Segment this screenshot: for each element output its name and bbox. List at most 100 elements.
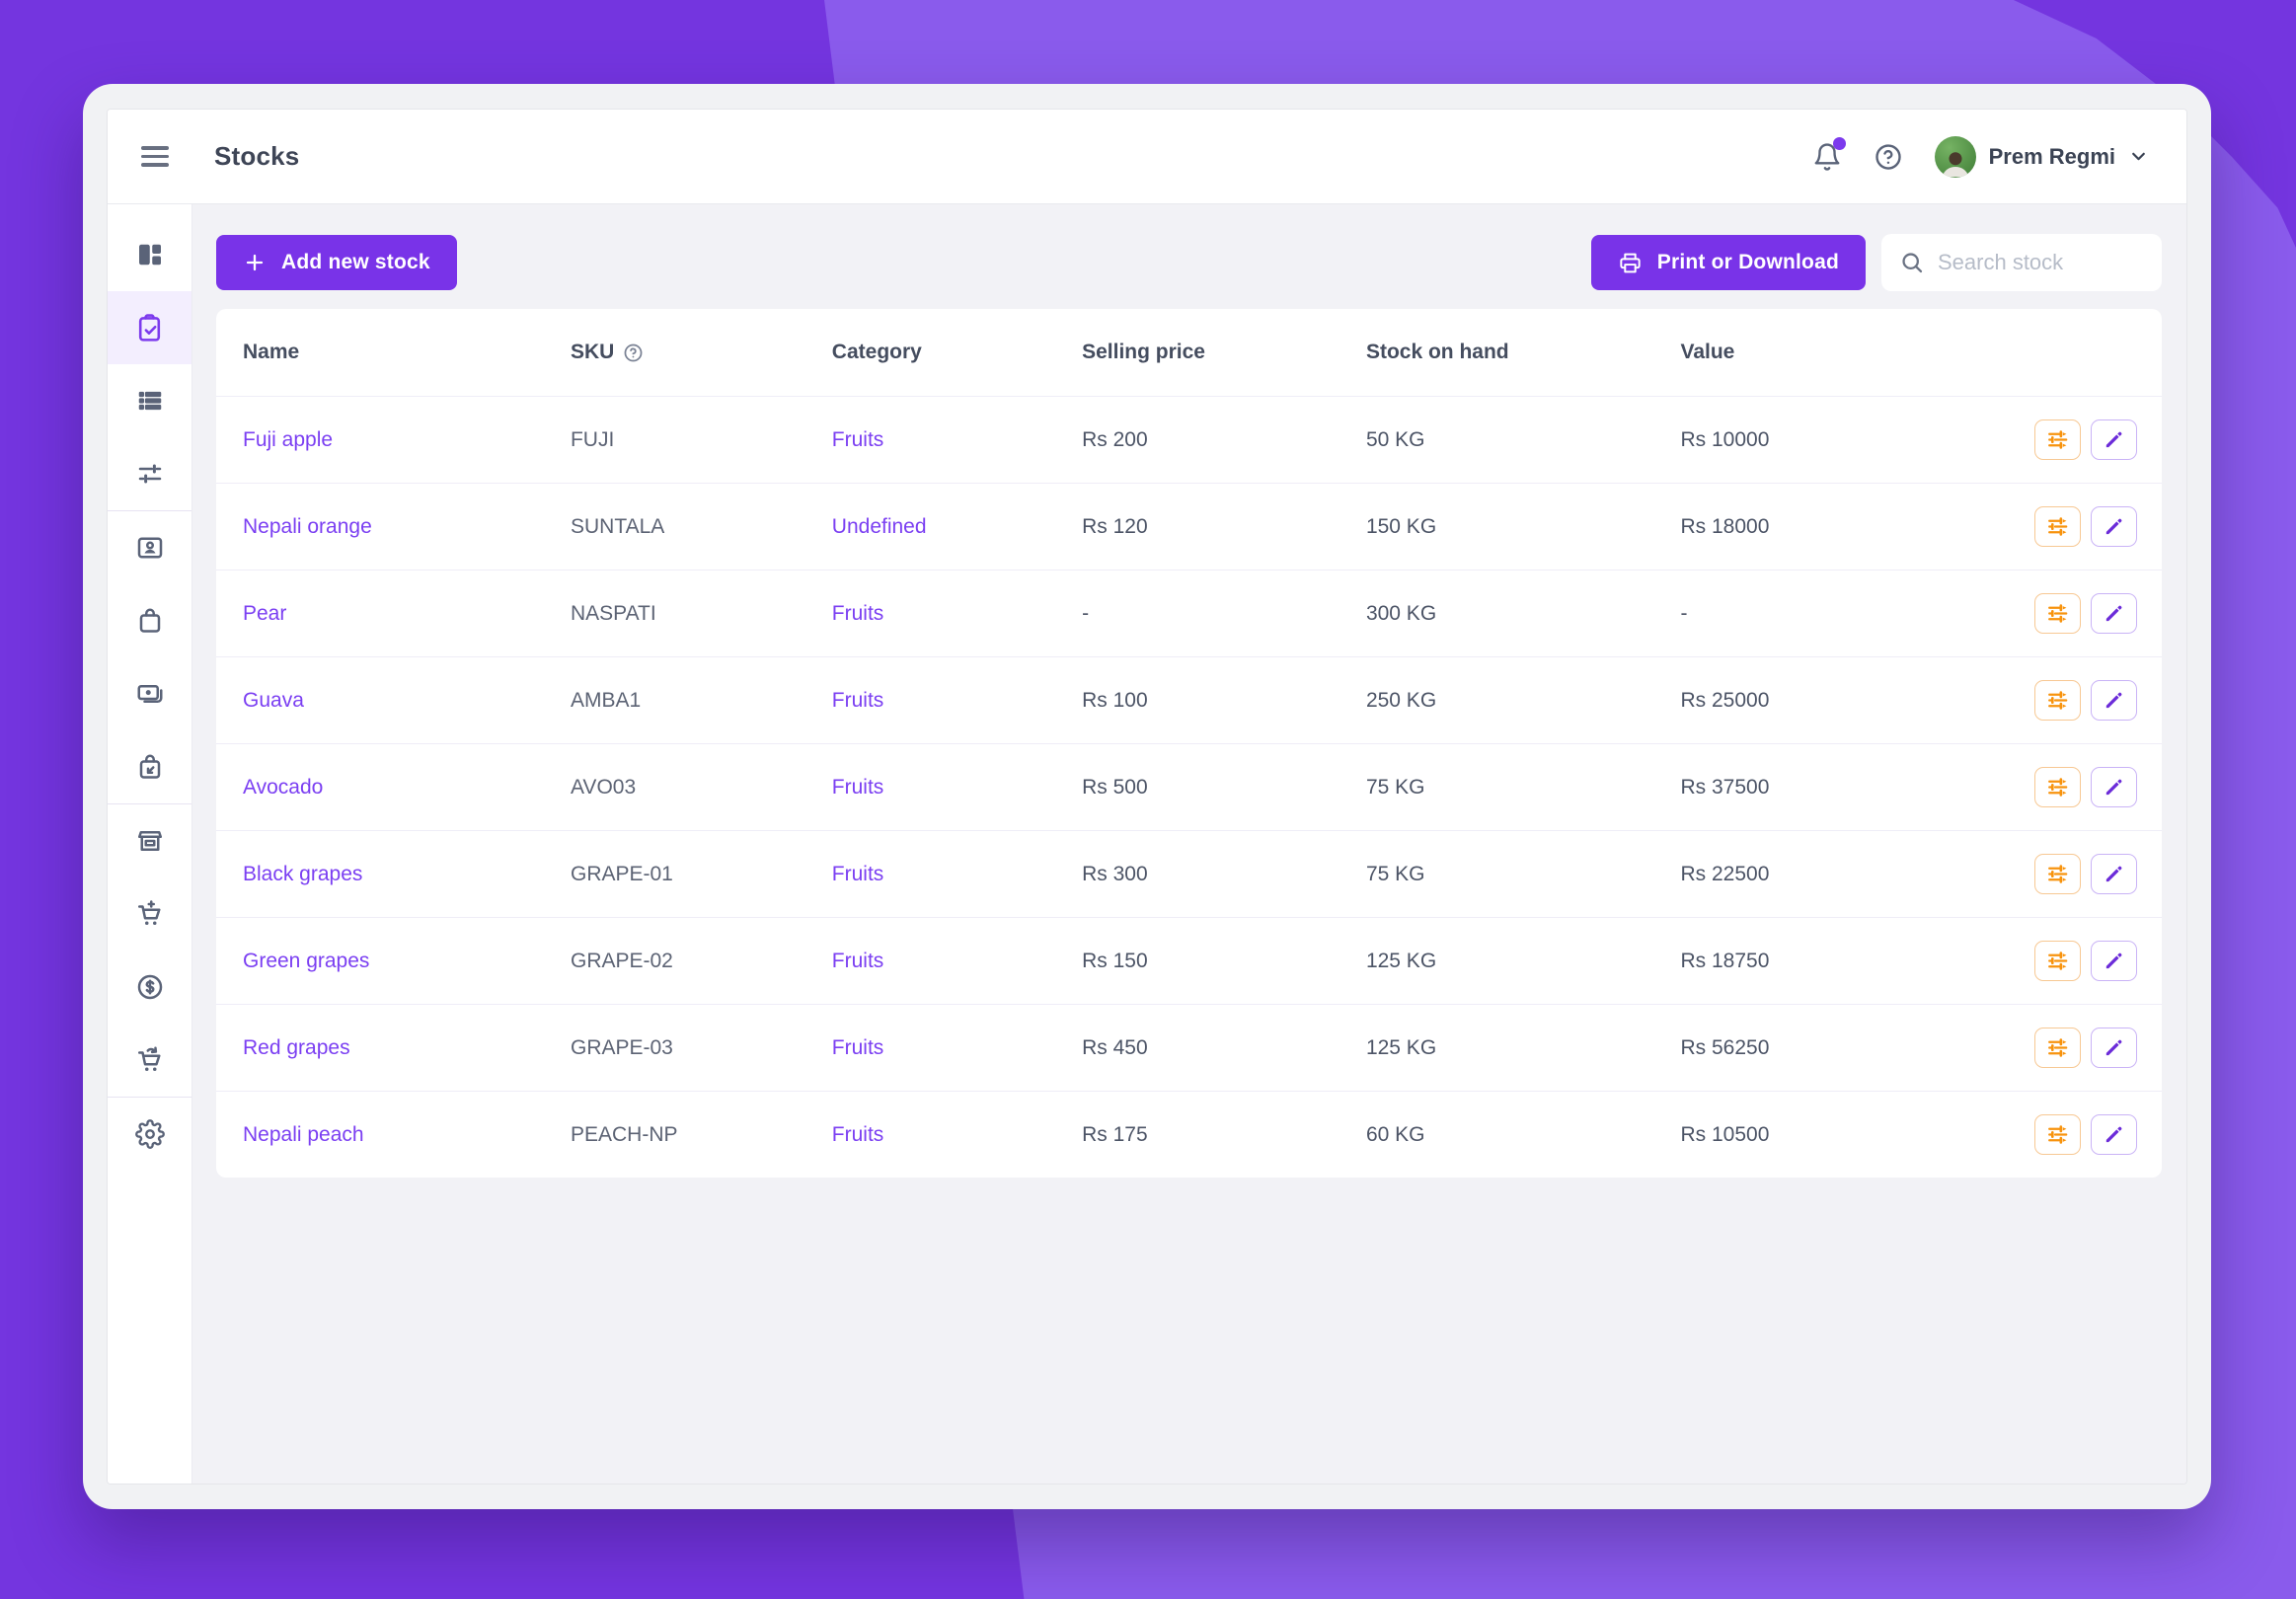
adjust-stock-button[interactable]: [2034, 506, 2081, 547]
stock-name-link[interactable]: Red grapes: [243, 1035, 350, 1059]
edit-pencil-icon: [2105, 866, 2122, 882]
edit-stock-button[interactable]: [2091, 680, 2137, 721]
stock-name-link[interactable]: Fuji apple: [243, 427, 334, 451]
edit-stock-button[interactable]: [2091, 593, 2137, 634]
stock-selling-price: Rs 450: [1082, 1035, 1148, 1059]
sidebar-item-storefront[interactable]: [108, 804, 191, 877]
printer-icon: [1620, 253, 1641, 272]
help-circle-icon: [1875, 143, 1901, 170]
cash-banknote-icon: [137, 685, 162, 703]
notifications-button[interactable]: [1812, 136, 1846, 172]
adjust-stock-button[interactable]: [2034, 1114, 2081, 1155]
edit-stock-button[interactable]: [2091, 1114, 2137, 1155]
stock-name-link[interactable]: Guava: [243, 688, 304, 712]
edit-stock-button[interactable]: [2091, 506, 2137, 547]
search-icon: [1902, 253, 1923, 273]
stock-value: Rs 56250: [1680, 1035, 1770, 1059]
sidebar-item-settings[interactable]: [108, 1098, 191, 1171]
sidebar-item-cart-add[interactable]: [108, 877, 191, 951]
stock-sku: GRAPE-03: [570, 1035, 673, 1059]
stock-category-link[interactable]: Fruits: [831, 1035, 884, 1059]
stock-sku: NASPATI: [570, 601, 656, 625]
user-name: Prem Regmi: [1988, 143, 2115, 169]
adjust-stock-button[interactable]: [2034, 419, 2081, 460]
sidebar-item-stocks[interactable]: [108, 291, 191, 364]
contacts-card-icon: [137, 537, 162, 559]
help-button[interactable]: [1874, 142, 1903, 172]
adjust-stock-button[interactable]: [2034, 854, 2081, 894]
page-title: Stocks: [214, 141, 300, 171]
stock-category-link[interactable]: Undefined: [831, 514, 927, 538]
user-menu[interactable]: Prem Regmi: [1934, 135, 2149, 178]
column-header-value: Value: [1680, 341, 1735, 363]
edit-pencil-icon: [2105, 518, 2122, 535]
adjust-stock-button[interactable]: [2034, 1028, 2081, 1068]
sidebar-divider: [108, 510, 191, 511]
edit-stock-button[interactable]: [2091, 767, 2137, 807]
toolbar: Add new stock Print or Download: [216, 234, 2162, 291]
add-new-stock-button[interactable]: Add new stock: [216, 235, 457, 290]
table-row: Nepali orange SUNTALA Undefined Rs 120 1…: [216, 483, 2162, 570]
edit-stock-button[interactable]: [2091, 941, 2137, 981]
notification-dot: [1832, 136, 1846, 150]
edit-stock-button[interactable]: [2091, 854, 2137, 894]
search-input[interactable]: [1938, 250, 2144, 275]
sidebar-item-purchases-bag[interactable]: [108, 584, 191, 657]
stock-on-hand: 60 KG: [1365, 1122, 1425, 1146]
edit-stock-button[interactable]: [2091, 1028, 2137, 1068]
sidebar-item-finance[interactable]: [108, 951, 191, 1024]
sidebar-item-contacts[interactable]: [108, 511, 191, 584]
stock-name-link[interactable]: Avocado: [243, 775, 324, 799]
stock-value: Rs 18000: [1680, 514, 1770, 538]
sidebar-item-bag-report[interactable]: [108, 730, 191, 803]
adjust-stock-button[interactable]: [2034, 767, 2081, 807]
stock-name-link[interactable]: Nepali orange: [243, 514, 372, 538]
row-actions: [1987, 593, 2137, 634]
sidebar-item-dashboard[interactable]: [108, 218, 191, 291]
stock-category-link[interactable]: Fruits: [831, 601, 884, 625]
stock-category-link[interactable]: Fruits: [831, 688, 884, 712]
stock-value: -: [1680, 601, 1688, 625]
avatar-silhouette: [1942, 151, 1969, 177]
adjust-stock-button[interactable]: [2034, 680, 2081, 721]
hamburger-menu-icon[interactable]: [141, 146, 169, 167]
stock-name-link[interactable]: Black grapes: [243, 862, 363, 885]
adjust-stock-button[interactable]: [2034, 941, 2081, 981]
top-bar: Stocks: [108, 110, 2186, 204]
stock-name-link[interactable]: Pear: [243, 601, 287, 625]
edit-stock-button[interactable]: [2091, 419, 2137, 460]
sidebar-item-items-list[interactable]: [108, 364, 191, 437]
table-row: Nepali peach PEACH-NP Fruits Rs 175 60 K…: [216, 1091, 2162, 1178]
stock-selling-price: Rs 300: [1082, 862, 1148, 885]
stocks-clipboard-check-icon: [138, 313, 161, 342]
row-actions: [1987, 854, 2137, 894]
adjust-sliders-icon: [2048, 952, 2068, 970]
search-box: [1881, 234, 2162, 291]
stock-on-hand: 125 KG: [1365, 949, 1437, 972]
stock-sku: FUJI: [570, 427, 615, 451]
stock-on-hand: 300 KG: [1365, 601, 1437, 625]
sidebar-item-cart-return[interactable]: [108, 1024, 191, 1097]
adjust-stock-button[interactable]: [2034, 593, 2081, 634]
print-or-download-button[interactable]: Print or Download: [1590, 235, 1866, 290]
stock-selling-price: Rs 120: [1082, 514, 1148, 538]
stock-name-link[interactable]: Green grapes: [243, 949, 370, 972]
bell-icon: [1814, 142, 1840, 171]
stock-value: Rs 10500: [1680, 1122, 1770, 1146]
sidebar-item-adjustments[interactable]: [108, 437, 191, 510]
sku-help-circle-icon[interactable]: [623, 343, 644, 363]
stock-category-link[interactable]: Fruits: [831, 1122, 884, 1146]
stock-category-link[interactable]: Fruits: [831, 775, 884, 799]
stock-value: Rs 10000: [1680, 427, 1770, 451]
stock-on-hand: 75 KG: [1365, 775, 1425, 799]
sidebar-item-cash[interactable]: [108, 657, 191, 730]
stock-category-link[interactable]: Fruits: [831, 427, 884, 451]
edit-pencil-icon: [2105, 431, 2122, 448]
row-actions: [1987, 767, 2137, 807]
stock-category-link[interactable]: Fruits: [831, 862, 884, 885]
stocks-table: Name SKU Category Selling price: [216, 309, 2162, 1178]
stock-name-link[interactable]: Nepali peach: [243, 1122, 364, 1146]
toolbar-right: Print or Download: [1590, 234, 2162, 291]
edit-pencil-icon: [2105, 779, 2122, 796]
stock-category-link[interactable]: Fruits: [831, 949, 884, 972]
